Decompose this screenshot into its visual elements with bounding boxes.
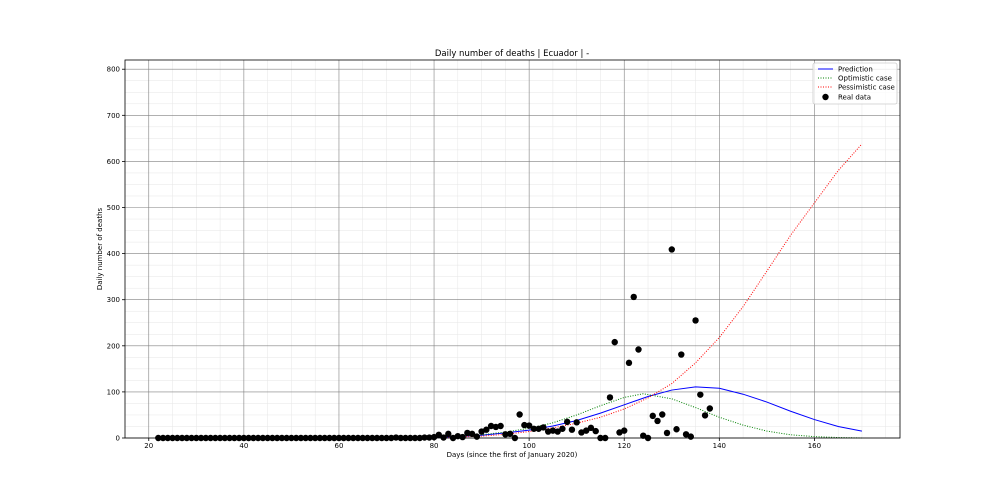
y-axis-label: Daily number of deaths bbox=[96, 207, 104, 290]
x-tick-label: 80 bbox=[430, 442, 439, 450]
y-tick-label: 400 bbox=[107, 250, 120, 258]
real-data-point bbox=[621, 427, 628, 434]
real-data-point bbox=[673, 426, 680, 433]
y-tick-label: 600 bbox=[107, 158, 120, 166]
y-tick-label: 500 bbox=[107, 204, 120, 212]
real-data-point bbox=[706, 405, 714, 412]
real-data-point bbox=[583, 427, 590, 434]
real-data-point bbox=[506, 430, 514, 438]
major-grid bbox=[125, 60, 900, 439]
real-data-point bbox=[592, 427, 599, 435]
y-tick-label: 100 bbox=[107, 388, 120, 396]
real-data-point bbox=[435, 431, 442, 438]
real-data-point bbox=[559, 425, 566, 432]
real-data-point bbox=[459, 433, 466, 441]
real-data-point bbox=[521, 421, 528, 429]
real-data-point bbox=[544, 428, 552, 435]
legend-label-optimistic: Optimistic case bbox=[838, 75, 892, 83]
real-data-point bbox=[654, 417, 661, 425]
real-data-point bbox=[687, 433, 694, 440]
real-data-point bbox=[682, 431, 690, 438]
real-data-point bbox=[611, 338, 618, 346]
x-tick-label: 100 bbox=[522, 442, 535, 450]
real-data-point bbox=[487, 422, 495, 430]
legend-label-prediction: Prediction bbox=[838, 66, 873, 74]
real-data-point bbox=[530, 425, 538, 432]
real-data-point bbox=[563, 418, 571, 426]
real-data-point bbox=[678, 351, 685, 358]
real-data-point bbox=[568, 426, 576, 433]
prediction-line bbox=[158, 386, 863, 439]
real-data-point bbox=[497, 422, 504, 430]
real-data-point bbox=[663, 429, 671, 437]
real-data-point bbox=[473, 433, 481, 440]
real-data-point bbox=[640, 432, 647, 439]
real-data-point bbox=[625, 359, 633, 367]
real-data-point bbox=[426, 434, 433, 441]
real-data-point bbox=[421, 434, 428, 441]
legend: Prediction Optimistic case Pessimistic c… bbox=[812, 62, 898, 105]
x-tick-label: 120 bbox=[618, 442, 631, 450]
real-data-point bbox=[692, 317, 699, 324]
legend-label-pessimistic: Pessimistic case bbox=[838, 84, 895, 92]
real-data-point bbox=[525, 422, 533, 429]
y-tick-label: 0 bbox=[116, 435, 120, 443]
series-layer bbox=[158, 143, 863, 439]
chart-title: Daily number of deaths | Ecuador | - bbox=[435, 49, 589, 59]
real-data-point bbox=[587, 424, 595, 432]
real-data-point bbox=[492, 423, 500, 431]
y-tick-label: 700 bbox=[107, 112, 120, 120]
real-data-point bbox=[516, 411, 523, 418]
real-data-point bbox=[659, 411, 666, 418]
legend-box bbox=[812, 62, 898, 105]
real-data-point bbox=[430, 433, 438, 441]
real-data-point bbox=[502, 431, 509, 438]
x-tick-label: 60 bbox=[334, 442, 343, 450]
x-tick-label: 160 bbox=[808, 442, 821, 450]
x-axis-ticks: 20 40 60 80 100 120 140 160 bbox=[144, 438, 821, 450]
real-data-point bbox=[668, 246, 675, 253]
real-data-point bbox=[697, 391, 704, 398]
y-tick-label: 300 bbox=[107, 296, 120, 304]
real-data-point bbox=[549, 427, 557, 434]
pessimistic-case-line bbox=[158, 143, 863, 439]
real-data-point bbox=[554, 428, 561, 435]
real-data-point bbox=[635, 346, 642, 353]
x-tick-label: 40 bbox=[239, 442, 248, 450]
x-axis-label: Days (since the first of January 2020) bbox=[447, 451, 578, 459]
real-data-point bbox=[392, 434, 400, 441]
y-axis-ticks: 0 100 200 300 400 500 600 700 800 bbox=[107, 66, 125, 443]
real-data-point bbox=[445, 430, 452, 438]
real-data-point bbox=[649, 412, 656, 420]
legend-label-real-data: Real data bbox=[838, 94, 871, 102]
plot-area-frame bbox=[124, 59, 901, 439]
real-data-point bbox=[468, 430, 476, 438]
x-tick-label: 20 bbox=[144, 442, 153, 450]
real-data-point bbox=[701, 412, 709, 419]
optimistic-case-line bbox=[158, 393, 862, 439]
y-tick-label: 800 bbox=[107, 66, 120, 74]
minor-grid bbox=[124, 60, 900, 438]
real-data-point bbox=[440, 434, 447, 441]
real-data-point bbox=[630, 293, 637, 301]
legend-swatch-real-data bbox=[822, 93, 829, 101]
real-data-point bbox=[606, 394, 614, 401]
real-data-point bbox=[540, 424, 547, 431]
real-data-point bbox=[464, 429, 471, 437]
x-tick-label: 140 bbox=[713, 442, 726, 450]
y-tick-label: 200 bbox=[107, 342, 120, 350]
real-data-point bbox=[483, 426, 490, 433]
real-data-point bbox=[573, 419, 580, 426]
